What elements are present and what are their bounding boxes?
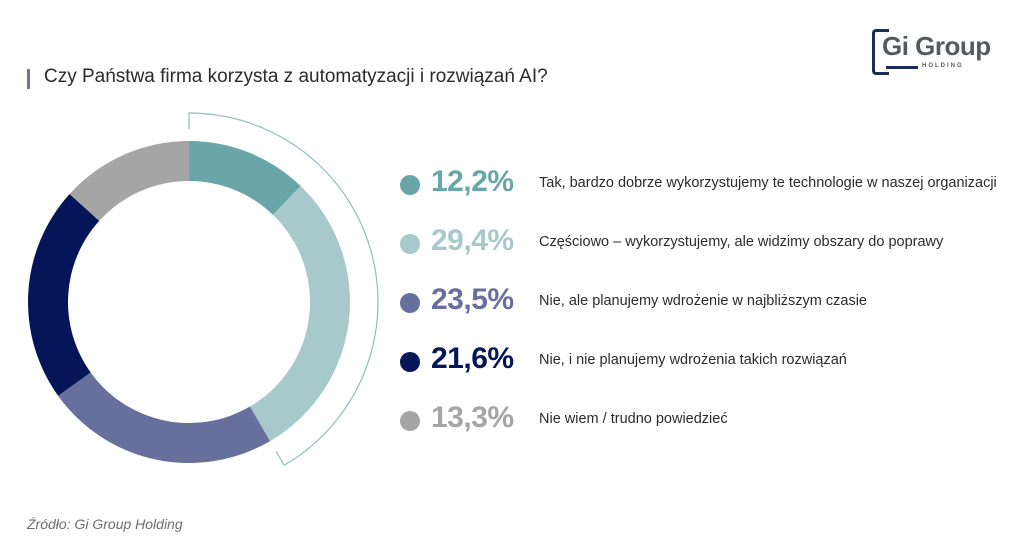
legend-item: 23,5% Nie, ale planujemy wdrożenie w naj… <box>398 283 998 323</box>
donut-segment <box>249 186 350 442</box>
legend-label: Tak, bardzo dobrze wykorzystujemy te tec… <box>539 175 997 191</box>
legend-dot-icon <box>400 175 420 195</box>
group-bracket-arc <box>188 112 379 467</box>
legend-value: 23,5% <box>431 283 514 316</box>
legend-value: 13,3% <box>431 401 514 434</box>
legend-item: 21,6% Nie, i nie planujemy wdrożenia tak… <box>398 342 998 382</box>
donut-chart <box>27 112 379 467</box>
legend-dot-icon <box>400 352 420 372</box>
legend-dot-icon <box>400 234 420 254</box>
legend-dot-icon <box>400 411 420 431</box>
gi-group-logo: Gi Group HOLDING <box>872 27 1002 75</box>
legend-label: Nie, ale planujemy wdrożenie w najbliższ… <box>539 293 867 309</box>
legend-item: 12,2% Tak, bardzo dobrze wykorzystujemy … <box>398 165 998 205</box>
donut-segment <box>69 141 189 221</box>
legend-dot-icon <box>400 293 420 313</box>
title-accent-bar <box>27 69 30 89</box>
logo-underline <box>886 66 918 69</box>
logo-main-text: Gi Group <box>882 31 991 61</box>
legend-label: Częściowo – wykorzystujemy, ale widzimy … <box>539 234 944 250</box>
donut-segment <box>27 194 100 396</box>
legend-item: 29,4% Częściowo – wykorzystujemy, ale wi… <box>398 224 998 264</box>
legend-item: 13,3% Nie wiem / trudno powiedzieć <box>398 401 998 441</box>
logo-bracket-icon <box>872 29 889 75</box>
legend-value: 21,6% <box>431 342 514 375</box>
source-note: Źródło: Gi Group Holding <box>27 516 183 532</box>
chart-title: Czy Państwa firma korzysta z automatyzac… <box>44 66 548 87</box>
donut-segment <box>58 372 271 463</box>
donut-segments <box>27 141 350 463</box>
logo-sub-text: HOLDING <box>922 63 964 69</box>
legend-label: Nie, i nie planujemy wdrożenia takich ro… <box>539 352 847 368</box>
legend-value: 12,2% <box>431 165 514 198</box>
legend-label: Nie wiem / trudno powiedzieć <box>539 411 728 427</box>
donut-segment <box>189 141 301 215</box>
legend-value: 29,4% <box>431 224 514 257</box>
